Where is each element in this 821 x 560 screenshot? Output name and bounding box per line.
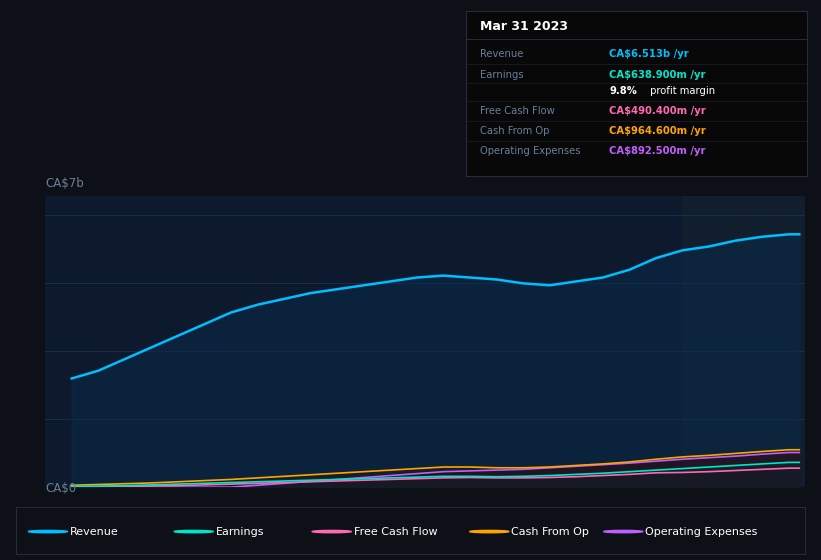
Text: CA$7b: CA$7b: [45, 178, 84, 190]
Text: profit margin: profit margin: [647, 86, 715, 96]
Text: Operating Expenses: Operating Expenses: [480, 146, 580, 156]
Text: CA$6.513b /yr: CA$6.513b /yr: [609, 49, 689, 59]
Text: CA$0: CA$0: [45, 482, 76, 494]
Text: 2017: 2017: [136, 511, 167, 524]
Circle shape: [470, 530, 509, 533]
Text: Revenue: Revenue: [70, 526, 119, 536]
Text: 2018: 2018: [243, 511, 273, 524]
Text: Earnings: Earnings: [480, 70, 524, 80]
Text: Free Cash Flow: Free Cash Flow: [480, 106, 555, 116]
Text: 2023: 2023: [773, 511, 804, 524]
Text: Cash From Op: Cash From Op: [480, 126, 549, 136]
Text: CA$964.600m /yr: CA$964.600m /yr: [609, 126, 706, 136]
Bar: [682, 196, 805, 487]
Text: 2021: 2021: [562, 511, 591, 524]
Text: Earnings: Earnings: [216, 526, 264, 536]
Text: Mar 31 2023: Mar 31 2023: [480, 20, 568, 32]
Text: 2022: 2022: [667, 511, 697, 524]
Text: 2019: 2019: [349, 511, 378, 524]
Circle shape: [174, 530, 213, 533]
Circle shape: [28, 530, 67, 533]
Text: CA$638.900m /yr: CA$638.900m /yr: [609, 70, 706, 80]
Text: Free Cash Flow: Free Cash Flow: [354, 526, 438, 536]
Circle shape: [603, 530, 643, 533]
Text: Revenue: Revenue: [480, 49, 523, 59]
Text: Cash From Op: Cash From Op: [511, 526, 589, 536]
Text: 9.8%: 9.8%: [609, 86, 637, 96]
Circle shape: [312, 530, 351, 533]
Text: 2020: 2020: [455, 511, 485, 524]
Text: Operating Expenses: Operating Expenses: [645, 526, 758, 536]
Text: CA$892.500m /yr: CA$892.500m /yr: [609, 146, 706, 156]
Text: CA$490.400m /yr: CA$490.400m /yr: [609, 106, 706, 116]
